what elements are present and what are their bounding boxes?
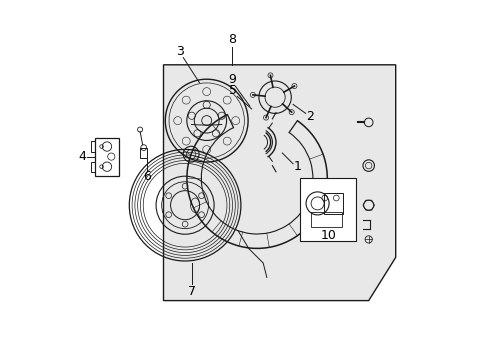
Text: 9: 9 bbox=[228, 73, 236, 86]
Text: 3: 3 bbox=[175, 45, 183, 58]
Text: 7: 7 bbox=[188, 285, 196, 298]
Bar bbox=[140, 148, 147, 158]
Bar bbox=[91, 141, 95, 152]
Bar bbox=[310, 212, 341, 227]
Text: 6: 6 bbox=[143, 170, 151, 183]
Bar bbox=[95, 138, 119, 176]
Text: 10: 10 bbox=[320, 229, 335, 242]
Polygon shape bbox=[163, 65, 395, 301]
Bar bbox=[91, 162, 95, 172]
Bar bbox=[323, 193, 343, 214]
Text: 5: 5 bbox=[228, 84, 237, 97]
Text: 4: 4 bbox=[79, 150, 86, 163]
Text: 2: 2 bbox=[306, 110, 314, 123]
Bar bbox=[300, 178, 355, 241]
Text: 1: 1 bbox=[293, 160, 301, 173]
Text: 8: 8 bbox=[227, 33, 235, 46]
